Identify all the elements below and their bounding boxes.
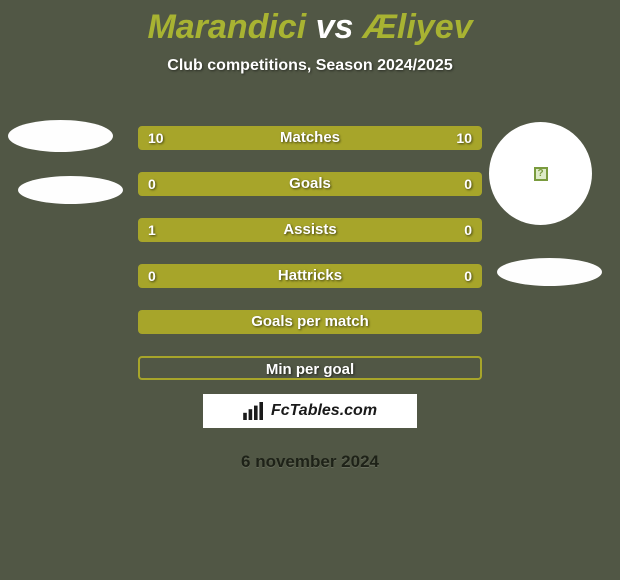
player1-avatar-bottom	[18, 176, 123, 204]
stat-label: Goals per match	[138, 310, 482, 334]
stat-row: Goals per match	[138, 310, 482, 334]
stat-row: 10Assists	[138, 218, 482, 242]
chart-icon	[243, 402, 265, 420]
stat-label: Goals	[138, 172, 482, 196]
player1-name: Marandici	[147, 8, 306, 46]
stat-row: 1010Matches	[138, 126, 482, 150]
stat-label: Assists	[138, 218, 482, 242]
player2-club-badge	[497, 258, 602, 286]
logo-text: FcTables.com	[271, 402, 377, 420]
player2-name: Æliyev	[363, 8, 473, 46]
stat-row: 00Hattricks	[138, 264, 482, 288]
fctables-logo[interactable]: FcTables.com	[203, 394, 417, 428]
stat-row: Min per goal	[138, 356, 482, 380]
subtitle: Club competitions, Season 2024/2025	[0, 57, 620, 75]
stat-label: Hattricks	[138, 264, 482, 288]
date-text: 6 november 2024	[0, 452, 620, 472]
stat-row: 00Goals	[138, 172, 482, 196]
stat-label: Min per goal	[140, 358, 480, 380]
comparison-title: Marandici vs Æliyev	[0, 0, 620, 47]
stat-label: Matches	[138, 126, 482, 150]
player2-avatar: ?	[489, 122, 592, 225]
vs-text: vs	[316, 8, 354, 46]
placeholder-icon: ?	[534, 167, 548, 181]
stats-bars: 1010Matches 00Goals 10Assists 00Hattricks Go…	[138, 126, 482, 402]
player1-avatar-top	[8, 120, 113, 152]
